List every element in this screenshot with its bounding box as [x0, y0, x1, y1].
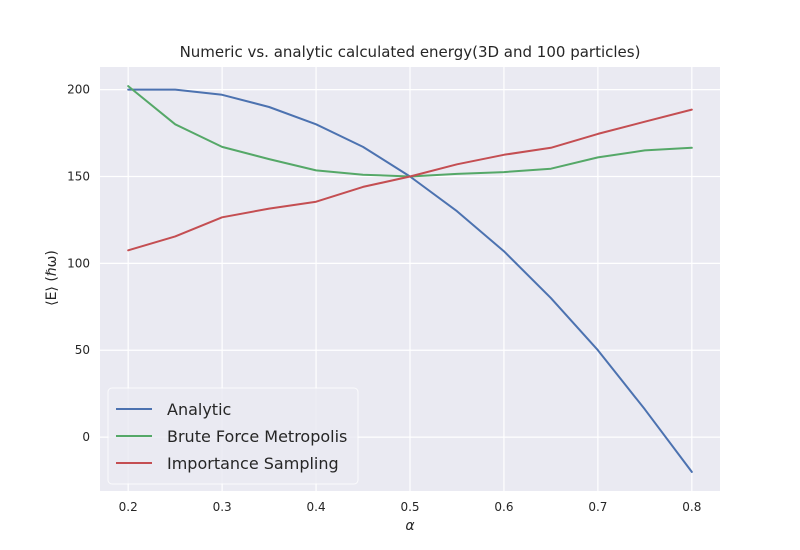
legend-brute-force-metropolis-label: Brute Force Metropolis — [167, 427, 347, 446]
x-tick-label: 0.3 — [213, 500, 232, 514]
x-axis-label: α — [405, 518, 415, 534]
x-tick-label: 0.4 — [307, 500, 326, 514]
y-tick-label: 50 — [75, 343, 90, 357]
x-tick-labels: 0.2 0.3 0.4 0.5 0.6 0.7 0.8 — [119, 500, 702, 514]
y-tick-label: 150 — [67, 169, 90, 183]
y-axis-label: ⟨E⟩ (ℏω) — [44, 250, 60, 306]
x-tick-label: 0.8 — [682, 500, 701, 514]
legend-analytic-label: Analytic — [167, 400, 231, 419]
y-tick-label: 100 — [67, 256, 90, 270]
y-tick-label: 0 — [82, 430, 90, 444]
y-tick-labels: 0 50 100 150 200 — [67, 83, 90, 445]
x-tick-label: 0.6 — [494, 500, 513, 514]
legend-box — [107, 387, 359, 485]
y-tick-label: 200 — [67, 83, 90, 97]
series-line-importance-sampling — [127, 108, 693, 252]
chart-title: Numeric vs. analytic calculated energy(3… — [180, 43, 641, 61]
x-tick-label: 0.5 — [400, 500, 419, 514]
x-tick-label: 0.2 — [119, 500, 138, 514]
x-tick-label: 0.7 — [588, 500, 607, 514]
legend: Analytic Brute Force Metropolis Importance… — [107, 387, 359, 485]
legend-importance-sampling-label: Importance Sampling — [167, 454, 339, 473]
series-lines — [127, 85, 693, 473]
